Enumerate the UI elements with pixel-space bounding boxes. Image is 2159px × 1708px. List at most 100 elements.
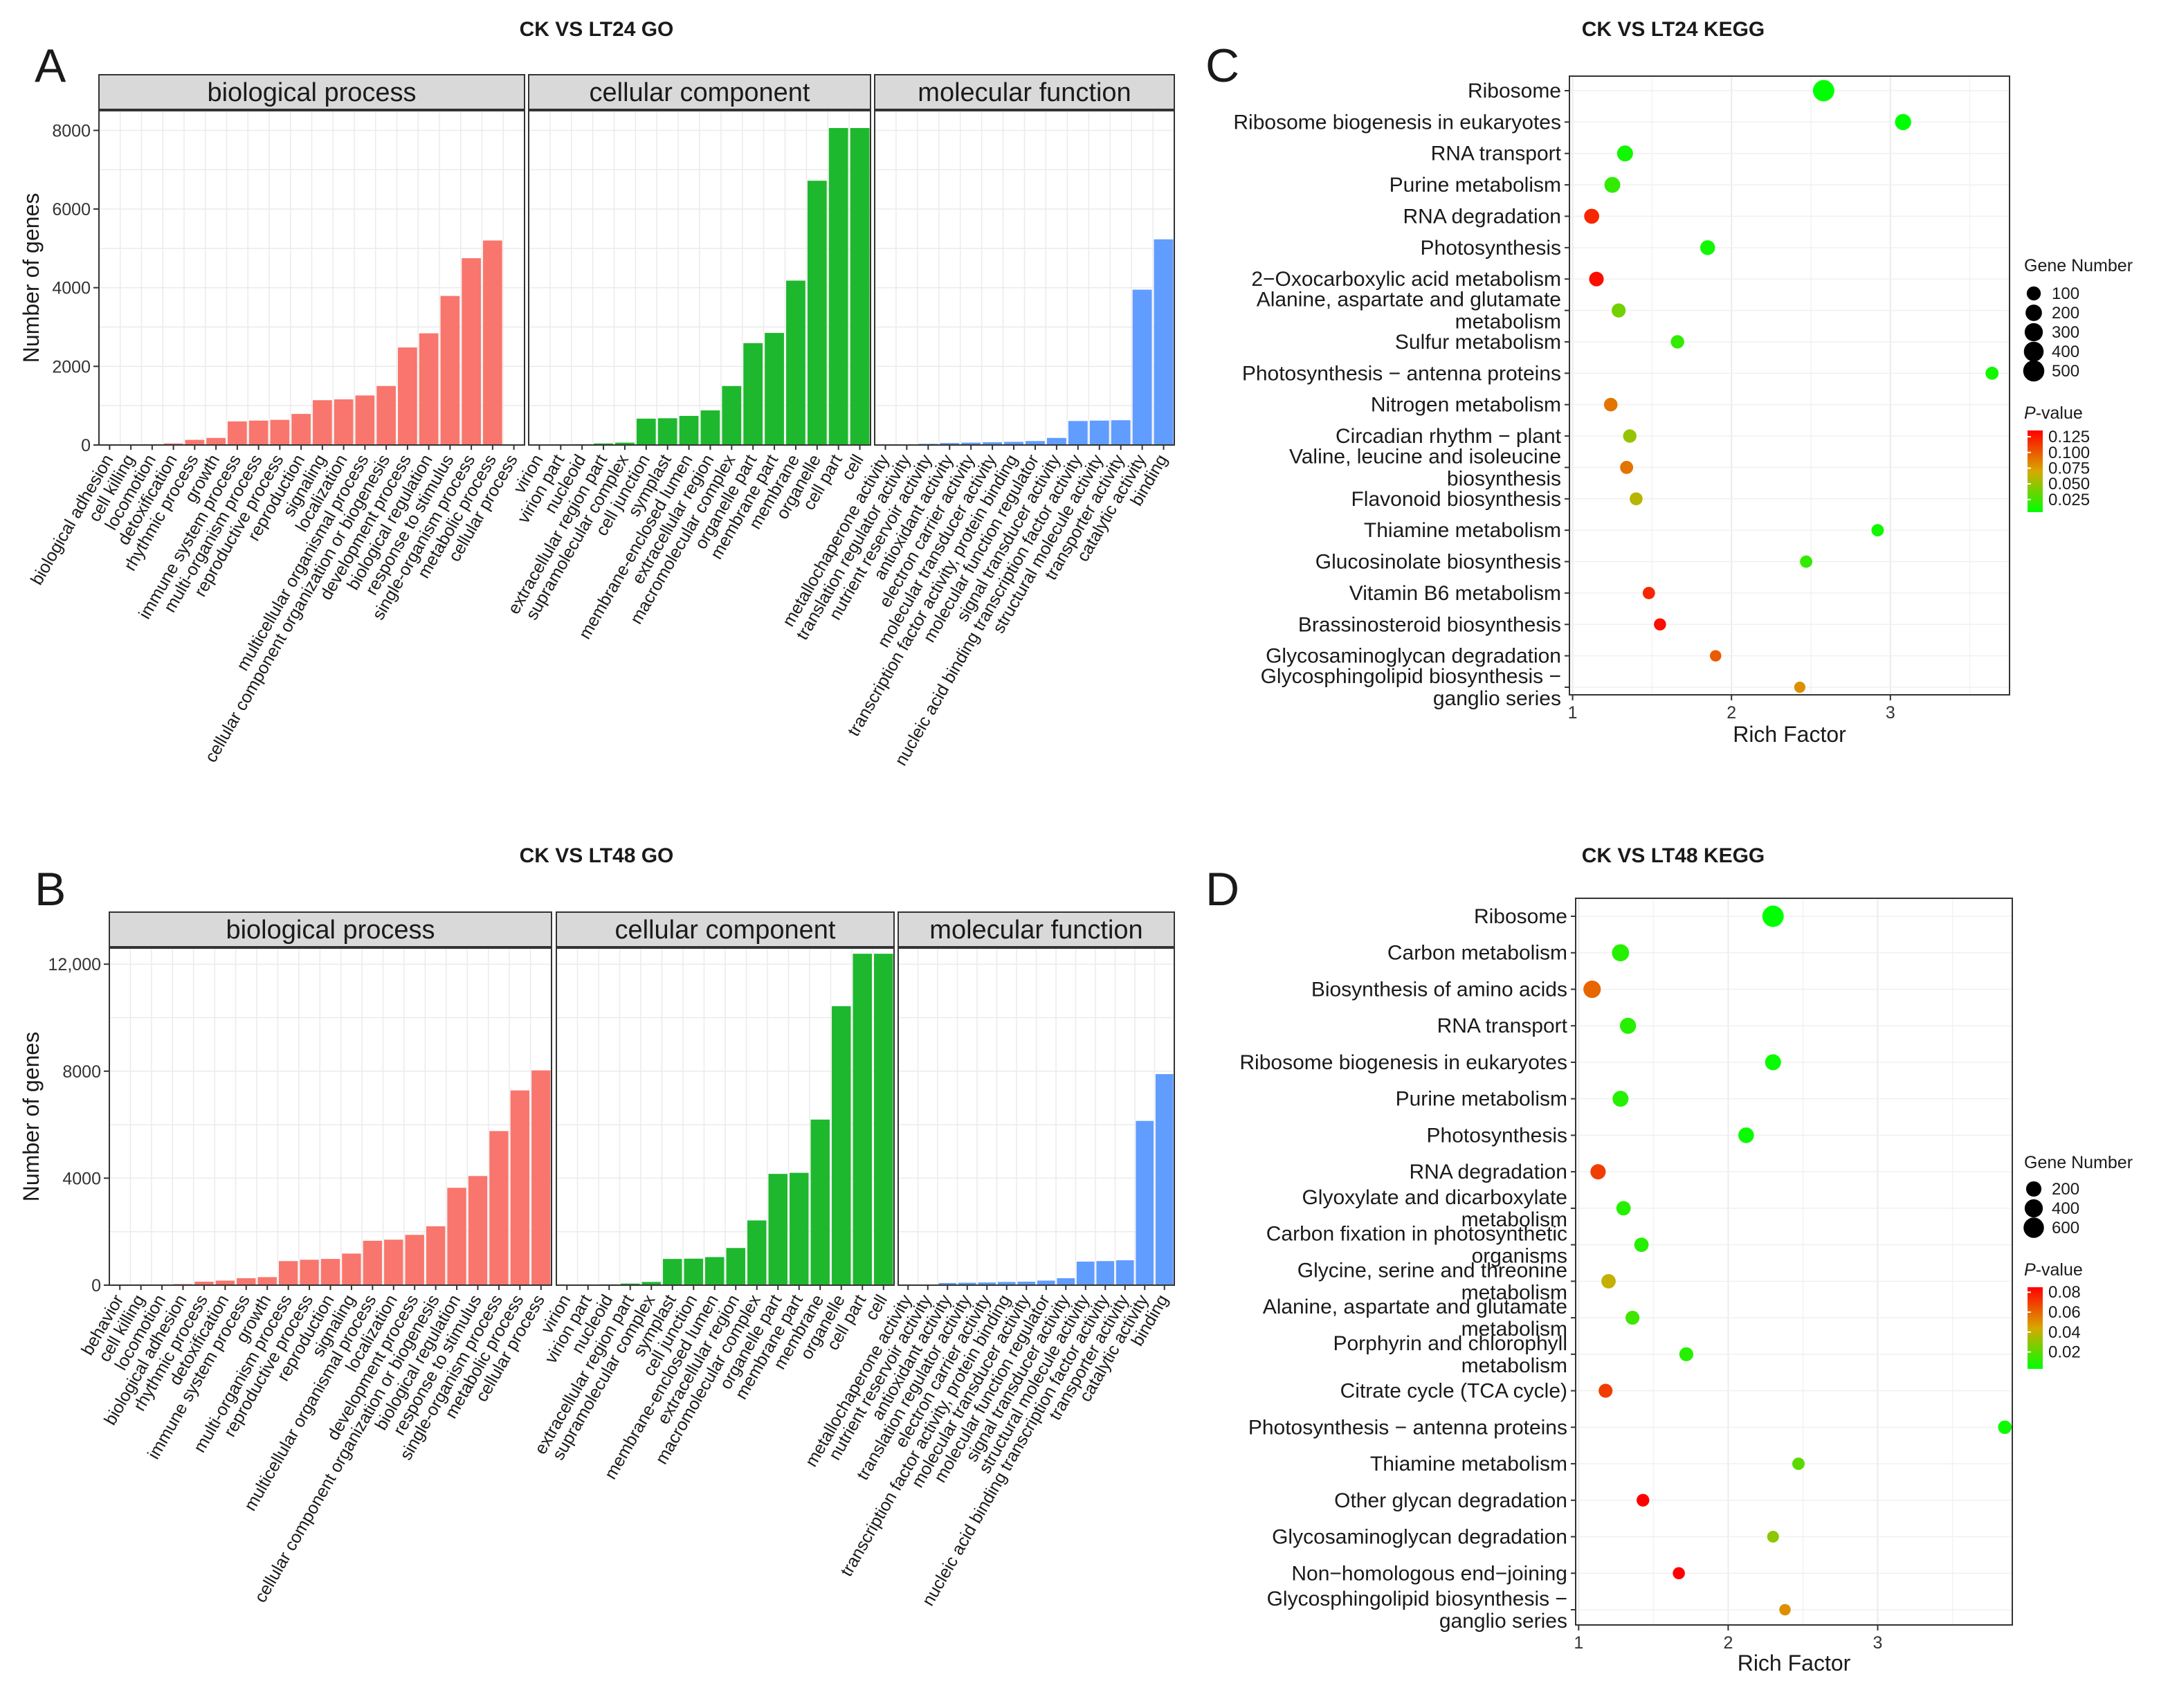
pathway-label: ganglio series [1439,1610,1567,1633]
color-legend-label: 0.08 [2048,1283,2081,1302]
size-legend-title: Gene Number [2024,1153,2133,1172]
bar [376,385,396,445]
size-legend-label: 400 [2052,343,2079,361]
bar [270,419,290,445]
bar [398,347,417,445]
bar [1155,1074,1174,1285]
data-point [1623,429,1637,443]
facet-panel-border [109,947,552,1286]
size-legend-label: 100 [2052,284,2079,303]
x-tick-label: 2 [1727,703,1736,723]
bar [531,1070,551,1285]
y-tick-label: 6000 [52,200,91,219]
color-legend-title-p: P [2024,403,2036,423]
x-tick-label: 3 [1873,1633,1883,1653]
y-tick-label: 0 [91,1276,101,1296]
bar [874,954,893,1285]
data-point [1604,176,1621,193]
pathway-label: Thiamine metabolism [1370,1453,1567,1475]
pathway-label: metabolism [1461,1208,1567,1231]
pathway-label: Purine metabolism [1390,174,1561,197]
pathway-label: Glycosaminoglycan degradation [1272,1526,1567,1549]
bar [768,1174,787,1285]
color-legend-label: 0.06 [2048,1303,2081,1322]
y-axis-label: Number of genes [19,193,44,363]
bar [657,418,677,445]
pathway-label: Ribosome biogenesis in eukaryotes [1233,111,1561,134]
plot-border [1575,898,2013,1626]
bar [615,442,635,445]
facet-strip-label: cellular component [615,916,836,945]
facet-strip-label: molecular function [918,78,1131,107]
pathway-label: Sulfur metabolism [1395,331,1561,354]
pathway-label: Carbon fixation in photosynthetic [1266,1223,1567,1246]
pathway-label: Non−homologous end−joining [1291,1562,1567,1585]
data-point [1895,113,1911,131]
pathway-label: Other glycan degradation [1334,1489,1567,1512]
pathway-label: Glyoxylate and dicarboxylate [1302,1186,1567,1209]
x-tick-label: 1 [1574,1633,1583,1653]
data-point [1637,1493,1650,1507]
size-legend-label: 200 [2052,304,2079,322]
pathway-label: Photosynthesis − antenna proteins [1248,1416,1567,1439]
bar [621,1283,640,1285]
bar [278,1261,298,1285]
size-legend-label: 500 [2052,362,2079,381]
data-point [1625,1311,1640,1325]
x-tick-label: 3 [1886,703,1895,723]
bar [940,443,960,445]
bar [510,1090,530,1285]
y-tick-label: 12,000 [48,955,101,974]
bar [405,1235,424,1285]
facet-strip [556,911,895,947]
data-point [1700,240,1715,255]
facet-strip-label: biological process [207,78,416,107]
data-point [1792,1457,1805,1471]
size-legend-key [2025,1181,2042,1197]
bar [1154,239,1174,445]
plot-border [1569,75,2010,696]
bar [679,415,699,445]
panel-d-kegg-dot-plot: D CK VS LT48 KEGG Ribosome Carbon metabolis… [1205,844,2133,1675]
bar [1136,1120,1154,1285]
chart-title: CK VS LT24 GO [520,18,674,41]
pathway-label: Flavonoid biosynthesis [1351,488,1561,511]
data-point [1871,524,1884,537]
pathway-label: Photosynthesis [1427,1124,1567,1147]
facet-panel-border [528,110,871,446]
bar [163,443,183,445]
data-point [1709,650,1722,662]
data-point [1738,1127,1754,1143]
size-legend-label: 200 [2052,1180,2079,1199]
data-point [1800,555,1813,568]
facet-strip-label: biological process [226,916,435,945]
bar [765,333,784,445]
bar [1037,1280,1055,1285]
color-legend-title: P-value [2024,403,2083,423]
pathway-label: Citrate cycle (TCA cycle) [1340,1380,1567,1403]
pathway-label: Glucosinolate biosynthesis [1315,551,1561,574]
pathway-label: Porphyrin and chlorophyll [1333,1332,1567,1355]
pathway-label: Circadian rhythm − plant [1336,425,1562,448]
bar [747,1220,767,1285]
data-point [1612,303,1626,318]
data-point [1679,1347,1693,1361]
bar [1004,442,1023,445]
bar [468,1176,488,1285]
data-point [1601,1273,1616,1289]
x-tick-label: 1 [1568,703,1578,723]
facet-strip [109,911,552,947]
data-point [1583,980,1601,999]
chart-title: CK VS LT48 KEGG [1582,844,1765,867]
bar [206,437,226,445]
bar [1057,1278,1075,1285]
pathway-label: Glycosaminoglycan degradation [1266,645,1561,668]
x-tick-label: 2 [1723,1633,1733,1653]
panel-label: B [35,863,66,916]
size-legend-label: 400 [2052,1199,2079,1218]
color-legend-title-p: P [2024,1260,2036,1280]
pathway-label: metabolism [1461,1354,1567,1377]
color-legend-title-rest: -value [2036,1260,2083,1280]
bar [215,1280,235,1285]
